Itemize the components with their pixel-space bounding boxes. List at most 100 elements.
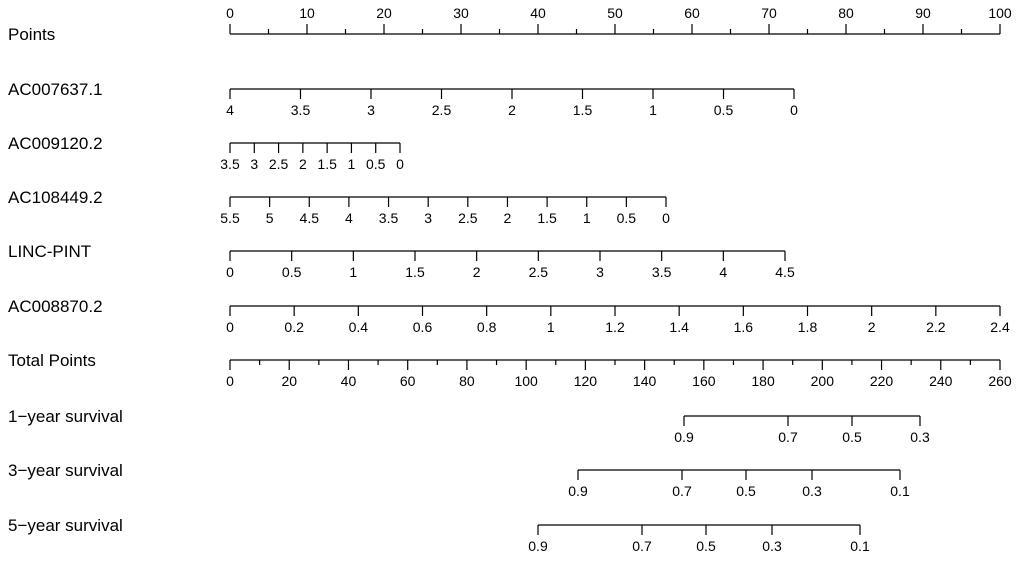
total-ticklabel: 80: [459, 373, 475, 389]
ac007637-ticklabel: 0.5: [714, 102, 734, 118]
points-ticklabel: 100: [988, 5, 1012, 21]
ac008870-ticklabel: 0.4: [349, 319, 369, 335]
ac108449-ticklabel: 2.5: [458, 210, 478, 226]
row-total: Total Points0204060801001201401601802002…: [8, 351, 1012, 389]
total-ticklabel: 240: [929, 373, 953, 389]
ac108449-ticklabel: 3.5: [379, 210, 399, 226]
surv5-ticklabel: 0.1: [850, 538, 870, 554]
total-label: Total Points: [8, 351, 96, 370]
ac008870-label: AC008870.2: [8, 297, 103, 316]
ac007637-ticklabel: 1: [649, 102, 657, 118]
surv1-ticklabel: 0.3: [910, 429, 930, 445]
total-ticklabel: 40: [341, 373, 357, 389]
ac008870-ticklabel: 0: [226, 319, 234, 335]
ac009120-ticklabel: 2: [299, 156, 307, 172]
points-ticklabel: 40: [530, 5, 546, 21]
surv5-ticklabel: 0.9: [528, 538, 548, 554]
ac009120-ticklabel: 3.5: [220, 156, 240, 172]
ac009120-ticklabel: 3: [250, 156, 258, 172]
ac008870-ticklabel: 1.2: [605, 319, 625, 335]
ac108449-ticklabel: 0: [662, 210, 670, 226]
ac009120-ticklabel: 0: [396, 156, 404, 172]
total-ticklabel: 160: [692, 373, 716, 389]
total-ticklabel: 120: [574, 373, 598, 389]
row-ac009120: AC009120.2 3.5 3 2.5 2 1.5 1 0.5 0: [8, 134, 404, 172]
ac108449-ticklabel: 4.5: [300, 210, 320, 226]
ac007637-ticklabel: 0: [790, 102, 798, 118]
ac108449-ticklabel: 2: [504, 210, 512, 226]
surv5-label: 5−year survival: [8, 516, 123, 535]
ac007637-ticklabel: 2: [508, 102, 516, 118]
ac007637-ticklabel: 4: [226, 102, 234, 118]
surv3-ticklabel: 0.3: [802, 483, 822, 499]
lincpint-ticklabel: 0: [226, 264, 234, 280]
ac008870-ticklabel: 2.2: [926, 319, 946, 335]
ac008870-ticklabel: 1.4: [669, 319, 689, 335]
ac108449-ticklabel: 1: [583, 210, 591, 226]
points-ticklabel: 0: [226, 5, 234, 21]
ac008870-ticklabel: 1.6: [734, 319, 754, 335]
ac009120-label: AC009120.2: [8, 134, 103, 153]
surv5-ticklabel: 0.5: [696, 538, 716, 554]
points-ticklabel: 70: [761, 5, 777, 21]
points-ticklabel: 50: [607, 5, 623, 21]
ac008870-ticklabel: 2.4: [990, 319, 1010, 335]
ac108449-ticklabel: 4: [345, 210, 353, 226]
surv1-ticklabel: 0.9: [674, 429, 694, 445]
ac007637-ticklabel: 3: [367, 102, 375, 118]
ac108449-ticklabel: 5: [266, 210, 274, 226]
points-ticklabel: 10: [299, 5, 315, 21]
total-ticklabel: 200: [811, 373, 835, 389]
row-surv5: 5−year survival 0.9 0.7 0.5 0.3 0.1: [8, 516, 870, 554]
points-ticklabel: 30: [453, 5, 469, 21]
points-label: Points: [8, 25, 55, 44]
lincpint-ticklabel: 2.5: [529, 264, 549, 280]
row-lincpint: LINC-PINT00.511.522.533.544.5: [8, 242, 795, 280]
total-ticklabel: 180: [751, 373, 775, 389]
row-ac108449: AC108449.2 5.5 5 4.5 4 3.5 3 2.5 2 1.5 1 0.5 0: [8, 188, 670, 226]
lincpint-ticklabel: 0.5: [282, 264, 302, 280]
points-ticklabel: 80: [838, 5, 854, 21]
ac009120-ticklabel: 1: [348, 156, 356, 172]
lincpint-ticklabel: 3: [596, 264, 604, 280]
total-ticklabel: 100: [514, 373, 538, 389]
lincpint-ticklabel: 1.5: [405, 264, 425, 280]
lincpint-ticklabel: 1: [349, 264, 357, 280]
ac008870-ticklabel: 0.8: [477, 319, 497, 335]
ac007637-ticklabel: 3.5: [291, 102, 311, 118]
ac108449-ticklabel: 1.5: [537, 210, 557, 226]
ac007637-ticklabel: 1.5: [573, 102, 593, 118]
ac108449-label: AC108449.2: [8, 188, 103, 207]
row-surv3: 3−year survival 0.9 0.7 0.5 0.3 0.1: [8, 461, 910, 499]
ac008870-ticklabel: 0.6: [413, 319, 433, 335]
row-points: Points0102030405060708090100: [8, 5, 1012, 44]
lincpint-label: LINC-PINT: [8, 242, 91, 261]
surv3-label: 3−year survival: [8, 461, 123, 480]
points-ticklabel: 60: [684, 5, 700, 21]
surv1-ticklabel: 0.7: [778, 429, 798, 445]
row-ac007637: AC007637.143.532.521.510.50: [8, 80, 798, 118]
ac008870-ticklabel: 2: [868, 319, 876, 335]
total-ticklabel: 20: [281, 373, 297, 389]
row-surv1: 1−year survival0.90.70.50.3: [8, 407, 930, 445]
ac009120-ticklabel: 1.5: [317, 156, 337, 172]
ac108449-ticklabel: 0.5: [617, 210, 637, 226]
total-ticklabel: 0: [226, 373, 234, 389]
surv5-ticklabel: 0.7: [632, 538, 652, 554]
ac008870-ticklabel: 0.2: [284, 319, 304, 335]
total-ticklabel: 220: [870, 373, 894, 389]
ac008870-ticklabel: 1.8: [798, 319, 818, 335]
ac009120-ticklabel: 0.5: [366, 156, 386, 172]
surv3-ticklabel: 0.7: [672, 483, 692, 499]
ac108449-ticklabel: 5.5: [220, 210, 240, 226]
surv5-ticklabel: 0.3: [762, 538, 782, 554]
ac008870-ticklabel: 1: [547, 319, 555, 335]
surv3-ticklabel: 0.5: [736, 483, 756, 499]
lincpint-ticklabel: 4: [719, 264, 727, 280]
surv3-ticklabel: 0.9: [568, 483, 588, 499]
surv3-ticklabel: 0.1: [890, 483, 910, 499]
ac009120-ticklabel: 2.5: [269, 156, 289, 172]
ac108449-ticklabel: 3: [424, 210, 432, 226]
total-ticklabel: 60: [400, 373, 416, 389]
nomogram-svg: Points0102030405060708090100AC007637.143…: [0, 0, 1020, 561]
